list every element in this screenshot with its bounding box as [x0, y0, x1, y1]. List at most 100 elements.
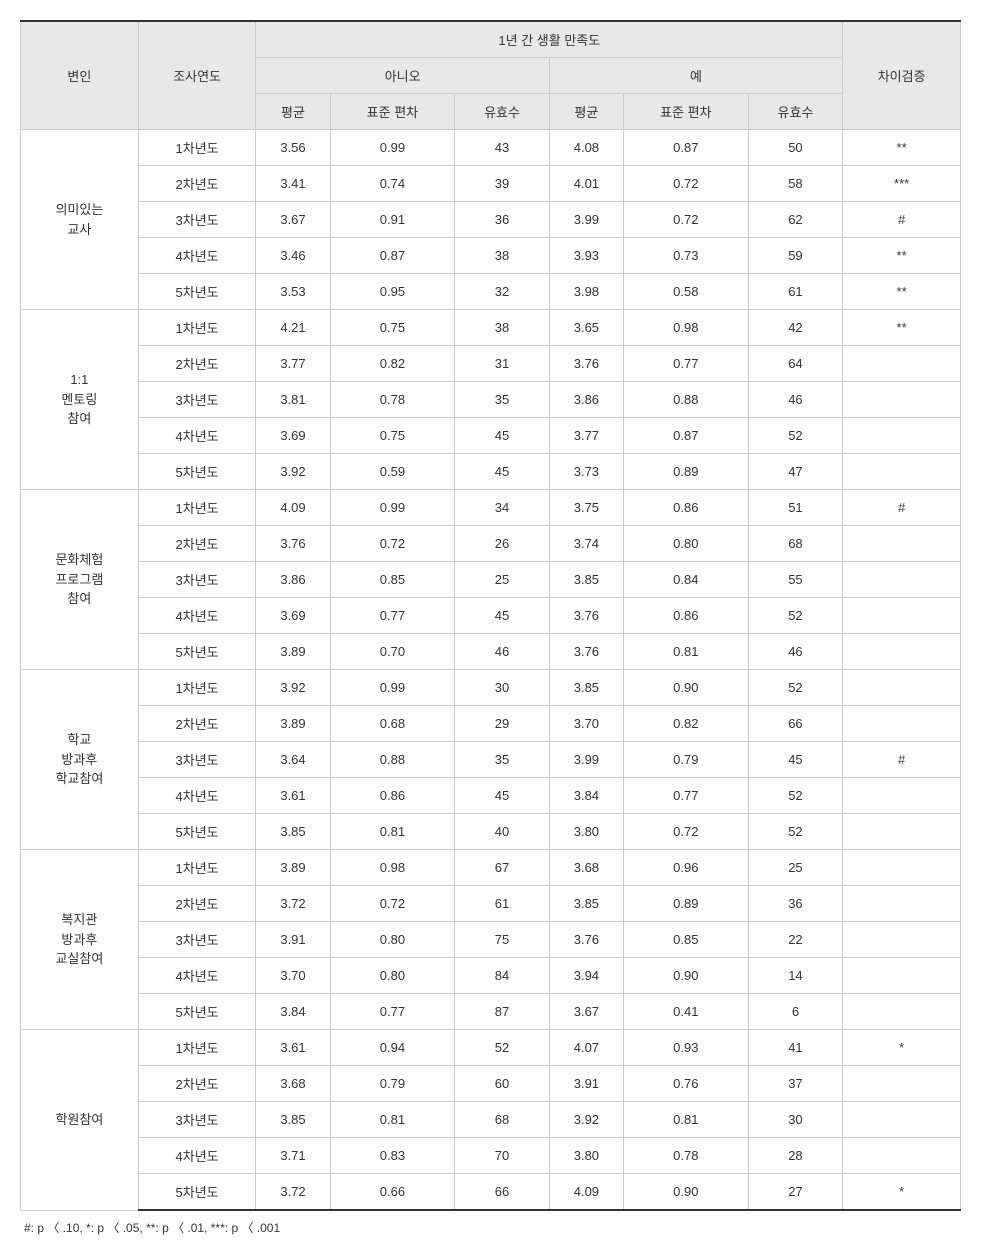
- no-sd-cell: 0.77: [330, 994, 455, 1030]
- no-mean-cell: 3.85: [256, 814, 330, 850]
- year-cell: 2차년도: [138, 166, 256, 202]
- yes-mean-cell: 3.99: [549, 742, 623, 778]
- diff-cell: ***: [843, 166, 961, 202]
- table-row: 3차년도3.860.85253.850.8455: [21, 562, 961, 598]
- no-mean-cell: 3.89: [256, 706, 330, 742]
- no-mean-cell: 3.76: [256, 526, 330, 562]
- table-row: 4차년도3.610.86453.840.7752: [21, 778, 961, 814]
- year-cell: 3차년도: [138, 742, 256, 778]
- no-n-cell: 40: [455, 814, 550, 850]
- yes-mean-cell: 3.70: [549, 706, 623, 742]
- yes-mean-cell: 3.80: [549, 814, 623, 850]
- no-n-cell: 35: [455, 382, 550, 418]
- no-sd-cell: 0.68: [330, 706, 455, 742]
- no-n-cell: 39: [455, 166, 550, 202]
- no-sd-cell: 0.81: [330, 1102, 455, 1138]
- yes-n-cell: 30: [748, 1102, 843, 1138]
- no-n-cell: 26: [455, 526, 550, 562]
- table-row: 2차년도3.760.72263.740.8068: [21, 526, 961, 562]
- diff-cell: [843, 1138, 961, 1174]
- no-sd-cell: 0.72: [330, 526, 455, 562]
- diff-cell: [843, 778, 961, 814]
- yes-sd-cell: 0.58: [623, 274, 748, 310]
- table-row: 5차년도3.850.81403.800.7252: [21, 814, 961, 850]
- table-row: 4차년도3.700.80843.940.9014: [21, 958, 961, 994]
- yes-n-cell: 14: [748, 958, 843, 994]
- no-sd-cell: 0.77: [330, 598, 455, 634]
- year-cell: 5차년도: [138, 634, 256, 670]
- variable-cell: 복지관방과후교실참여: [21, 850, 139, 1030]
- yes-sd-cell: 0.87: [623, 418, 748, 454]
- year-cell: 4차년도: [138, 238, 256, 274]
- no-mean-cell: 3.84: [256, 994, 330, 1030]
- year-cell: 5차년도: [138, 454, 256, 490]
- no-n-cell: 45: [455, 454, 550, 490]
- diff-cell: [843, 346, 961, 382]
- no-n-cell: 45: [455, 598, 550, 634]
- col-year-header: 조사연도: [138, 21, 256, 130]
- yes-sd-cell: 0.93: [623, 1030, 748, 1066]
- yes-mean-cell: 3.76: [549, 598, 623, 634]
- yes-sd-cell: 0.72: [623, 166, 748, 202]
- table-row: 2차년도3.720.72613.850.8936: [21, 886, 961, 922]
- no-sd-cell: 0.66: [330, 1174, 455, 1211]
- no-mean-cell: 3.67: [256, 202, 330, 238]
- variable-cell: 의미있는교사: [21, 130, 139, 310]
- diff-cell: #: [843, 202, 961, 238]
- no-mean-cell: 3.81: [256, 382, 330, 418]
- no-n-cell: 46: [455, 634, 550, 670]
- yes-mean-cell: 3.86: [549, 382, 623, 418]
- no-n-cell: 31: [455, 346, 550, 382]
- no-n-cell: 38: [455, 238, 550, 274]
- yes-mean-cell: 3.65: [549, 310, 623, 346]
- year-cell: 1차년도: [138, 670, 256, 706]
- variable-cell: 1:1멘토링참여: [21, 310, 139, 490]
- col-yes-mean-header: 평균: [549, 94, 623, 130]
- diff-cell: [843, 562, 961, 598]
- yes-mean-cell: 3.91: [549, 1066, 623, 1102]
- no-sd-cell: 0.85: [330, 562, 455, 598]
- no-mean-cell: 3.72: [256, 886, 330, 922]
- no-n-cell: 25: [455, 562, 550, 598]
- no-sd-cell: 0.81: [330, 814, 455, 850]
- year-cell: 4차년도: [138, 598, 256, 634]
- yes-mean-cell: 3.85: [549, 562, 623, 598]
- table-row: 3차년도3.640.88353.990.7945#: [21, 742, 961, 778]
- yes-n-cell: 47: [748, 454, 843, 490]
- yes-sd-cell: 0.81: [623, 634, 748, 670]
- year-cell: 2차년도: [138, 1066, 256, 1102]
- yes-sd-cell: 0.87: [623, 130, 748, 166]
- diff-cell: [843, 814, 961, 850]
- table-body: 의미있는교사1차년도3.560.99434.080.8750**2차년도3.41…: [21, 130, 961, 1211]
- no-mean-cell: 3.69: [256, 418, 330, 454]
- diff-cell: [843, 922, 961, 958]
- no-mean-cell: 4.21: [256, 310, 330, 346]
- no-mean-cell: 3.53: [256, 274, 330, 310]
- yes-mean-cell: 3.74: [549, 526, 623, 562]
- table-row: 4차년도3.690.77453.760.8652: [21, 598, 961, 634]
- diff-cell: [843, 1066, 961, 1102]
- yes-sd-cell: 0.89: [623, 886, 748, 922]
- no-n-cell: 38: [455, 310, 550, 346]
- year-cell: 4차년도: [138, 418, 256, 454]
- no-sd-cell: 0.79: [330, 1066, 455, 1102]
- no-n-cell: 75: [455, 922, 550, 958]
- year-cell: 2차년도: [138, 346, 256, 382]
- diff-cell: [843, 706, 961, 742]
- yes-sd-cell: 0.86: [623, 598, 748, 634]
- yes-mean-cell: 4.07: [549, 1030, 623, 1066]
- yes-sd-cell: 0.77: [623, 778, 748, 814]
- table-row: 4차년도3.690.75453.770.8752: [21, 418, 961, 454]
- diff-cell: **: [843, 130, 961, 166]
- no-mean-cell: 4.09: [256, 490, 330, 526]
- no-sd-cell: 0.82: [330, 346, 455, 382]
- yes-mean-cell: 3.77: [549, 418, 623, 454]
- no-n-cell: 45: [455, 778, 550, 814]
- yes-n-cell: 22: [748, 922, 843, 958]
- no-sd-cell: 0.99: [330, 670, 455, 706]
- no-mean-cell: 3.91: [256, 922, 330, 958]
- yes-mean-cell: 3.85: [549, 670, 623, 706]
- year-cell: 1차년도: [138, 1030, 256, 1066]
- yes-sd-cell: 0.82: [623, 706, 748, 742]
- yes-sd-cell: 0.72: [623, 202, 748, 238]
